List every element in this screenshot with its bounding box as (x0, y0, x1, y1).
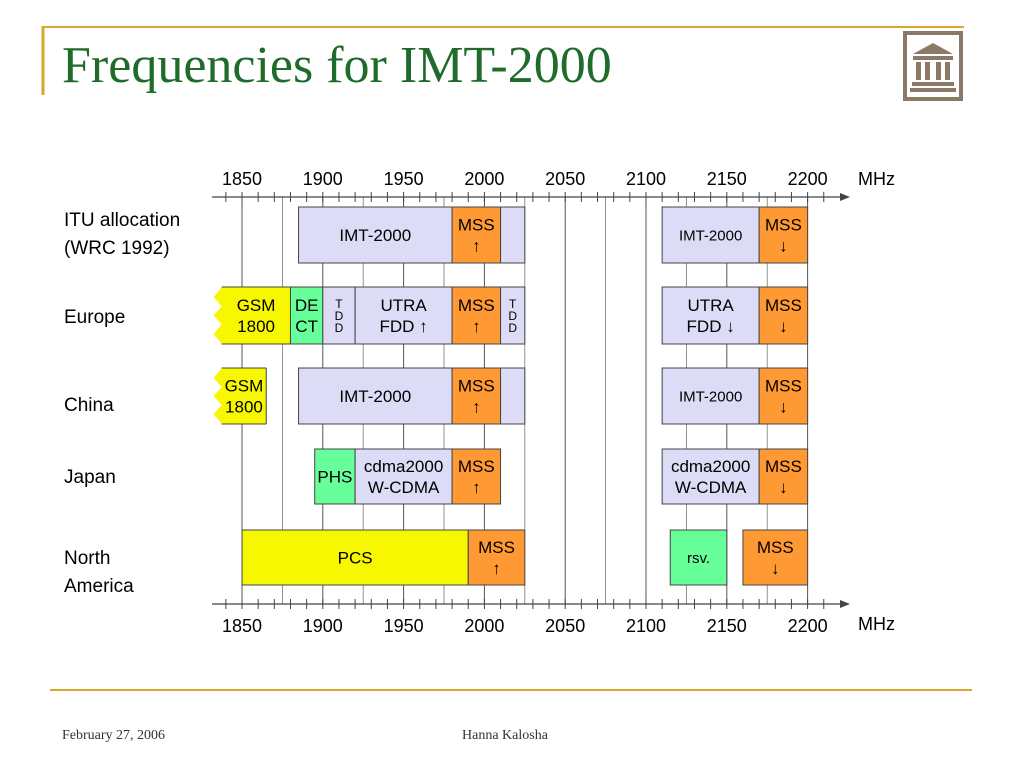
band-label: MSS ↑ (458, 215, 495, 255)
band-label: PCS (338, 549, 373, 568)
band-1-6: UTRA FDD ↓ (661, 286, 760, 345)
band-label: MSS ↑ (458, 457, 495, 497)
slide-title: Frequencies for IMT-2000 (62, 37, 612, 94)
band-label: rsv. (687, 550, 710, 567)
tick-label-1950: 1950 (384, 169, 424, 189)
band-3-3: cdma2000 W-CDMA (661, 448, 760, 505)
band-label: cdma2000 W-CDMA (671, 457, 750, 497)
band-label: MSS ↓ (765, 457, 802, 497)
band-4-2: rsv. (669, 529, 728, 586)
tick-label-2150: 2150 (707, 616, 747, 636)
region-labels: ITU allocation (WRC 1992) Europe China Japan… (64, 210, 180, 597)
band-3-1: cdma2000 W-CDMA (354, 448, 453, 505)
footer-date: February 27, 2006 (62, 728, 166, 743)
band-2-4: IMT-2000 (661, 367, 760, 425)
band-2-5: MSS ↓ (758, 367, 809, 425)
tick-label-1900: 1900 (303, 616, 343, 636)
band-label: IMT-2000 (679, 388, 742, 405)
band-label: DE CT (295, 296, 319, 336)
tick-label-1950: 1950 (384, 616, 424, 636)
tick-label-2000: 2000 (464, 169, 504, 189)
band-4-1: MSS ↑ (467, 529, 526, 586)
bottom-axis: 1850 1900 1950 2000 2050 2100 2150 2200 MHz (212, 599, 895, 636)
band-label: MSS ↑ (458, 376, 495, 416)
footer-author: Hanna Kalosha (462, 728, 548, 743)
band-0-4: MSS ↓ (758, 206, 809, 264)
region-label: ITU allocation (WRC 1992) (64, 210, 180, 259)
band-0-3: IMT-2000 (661, 206, 760, 264)
band-label: MSS ↓ (765, 376, 802, 416)
tick-label-1850: 1850 (222, 616, 262, 636)
band-label: MSS ↑ (478, 538, 515, 578)
band-0-1: MSS ↑ (451, 206, 502, 264)
tick-label-2000: 2000 (464, 616, 504, 636)
band-2-0: GSM 1800 (213, 367, 267, 425)
tick-label-2100: 2100 (626, 169, 666, 189)
region-label: Japan (64, 467, 116, 488)
tick-label-2050: 2050 (545, 616, 585, 636)
band-1-1: DE CT (289, 286, 324, 345)
tick-label-2200: 2200 (788, 169, 828, 189)
band-1-4: MSS ↑ (451, 286, 502, 345)
tick-label-2050: 2050 (545, 169, 585, 189)
band-label: MSS ↓ (765, 296, 802, 336)
band-label: IMT-2000 (339, 387, 411, 406)
tick-label-1850: 1850 (222, 169, 262, 189)
band-label: IMT-2000 (339, 226, 411, 245)
band-2-2: MSS ↑ (451, 367, 502, 425)
region-label: North America (64, 548, 134, 597)
band-label: UTRA FDD ↓ (687, 296, 735, 336)
band-3-0: PHS (314, 448, 356, 505)
tick-label-2200: 2200 (788, 616, 828, 636)
band-label: UTRA FDD ↑ (380, 296, 428, 336)
region-label: Europe (64, 307, 125, 328)
university-building-icon (903, 31, 963, 101)
axis-unit: MHz (858, 169, 895, 189)
band-label: cdma2000 W-CDMA (364, 457, 443, 497)
band-label: MSS ↓ (765, 215, 802, 255)
band-label: GSM 1800 (237, 296, 276, 336)
tick-label-2150: 2150 (707, 169, 747, 189)
band-4-0: PCS (241, 529, 469, 586)
band-0-2 (500, 206, 526, 264)
band-label: MSS ↓ (757, 538, 794, 578)
axis-unit: MHz (858, 614, 895, 634)
region-label: China (64, 395, 114, 416)
band-label: MSS ↑ (458, 296, 495, 336)
band-label: GSM 1800 (225, 376, 264, 416)
band-2-1: IMT-2000 (298, 367, 453, 425)
band-1-3: UTRA FDD ↑ (354, 286, 453, 345)
band-0-0: IMT-2000 (298, 206, 453, 264)
band-4-3: MSS ↓ (742, 529, 809, 586)
band-1-7: MSS ↓ (758, 286, 809, 345)
band-2-3 (500, 367, 526, 425)
tick-label-1900: 1900 (303, 169, 343, 189)
top-axis: 1850 1900 1950 2000 2050 2100 2150 2200 MHz (212, 169, 895, 202)
band-label: PHS (317, 468, 352, 487)
band-3-4: MSS ↓ (758, 448, 809, 505)
frequency-bands: IMT-2000 MSS ↑ IMT-2000 MSS ↓ GSM 1800 DE CT T D D UT… (213, 206, 809, 586)
band-3-2: MSS ↑ (451, 448, 502, 505)
band-label: IMT-2000 (679, 227, 742, 244)
band-1-0: GSM 1800 (213, 286, 291, 345)
tick-label-2100: 2100 (626, 616, 666, 636)
